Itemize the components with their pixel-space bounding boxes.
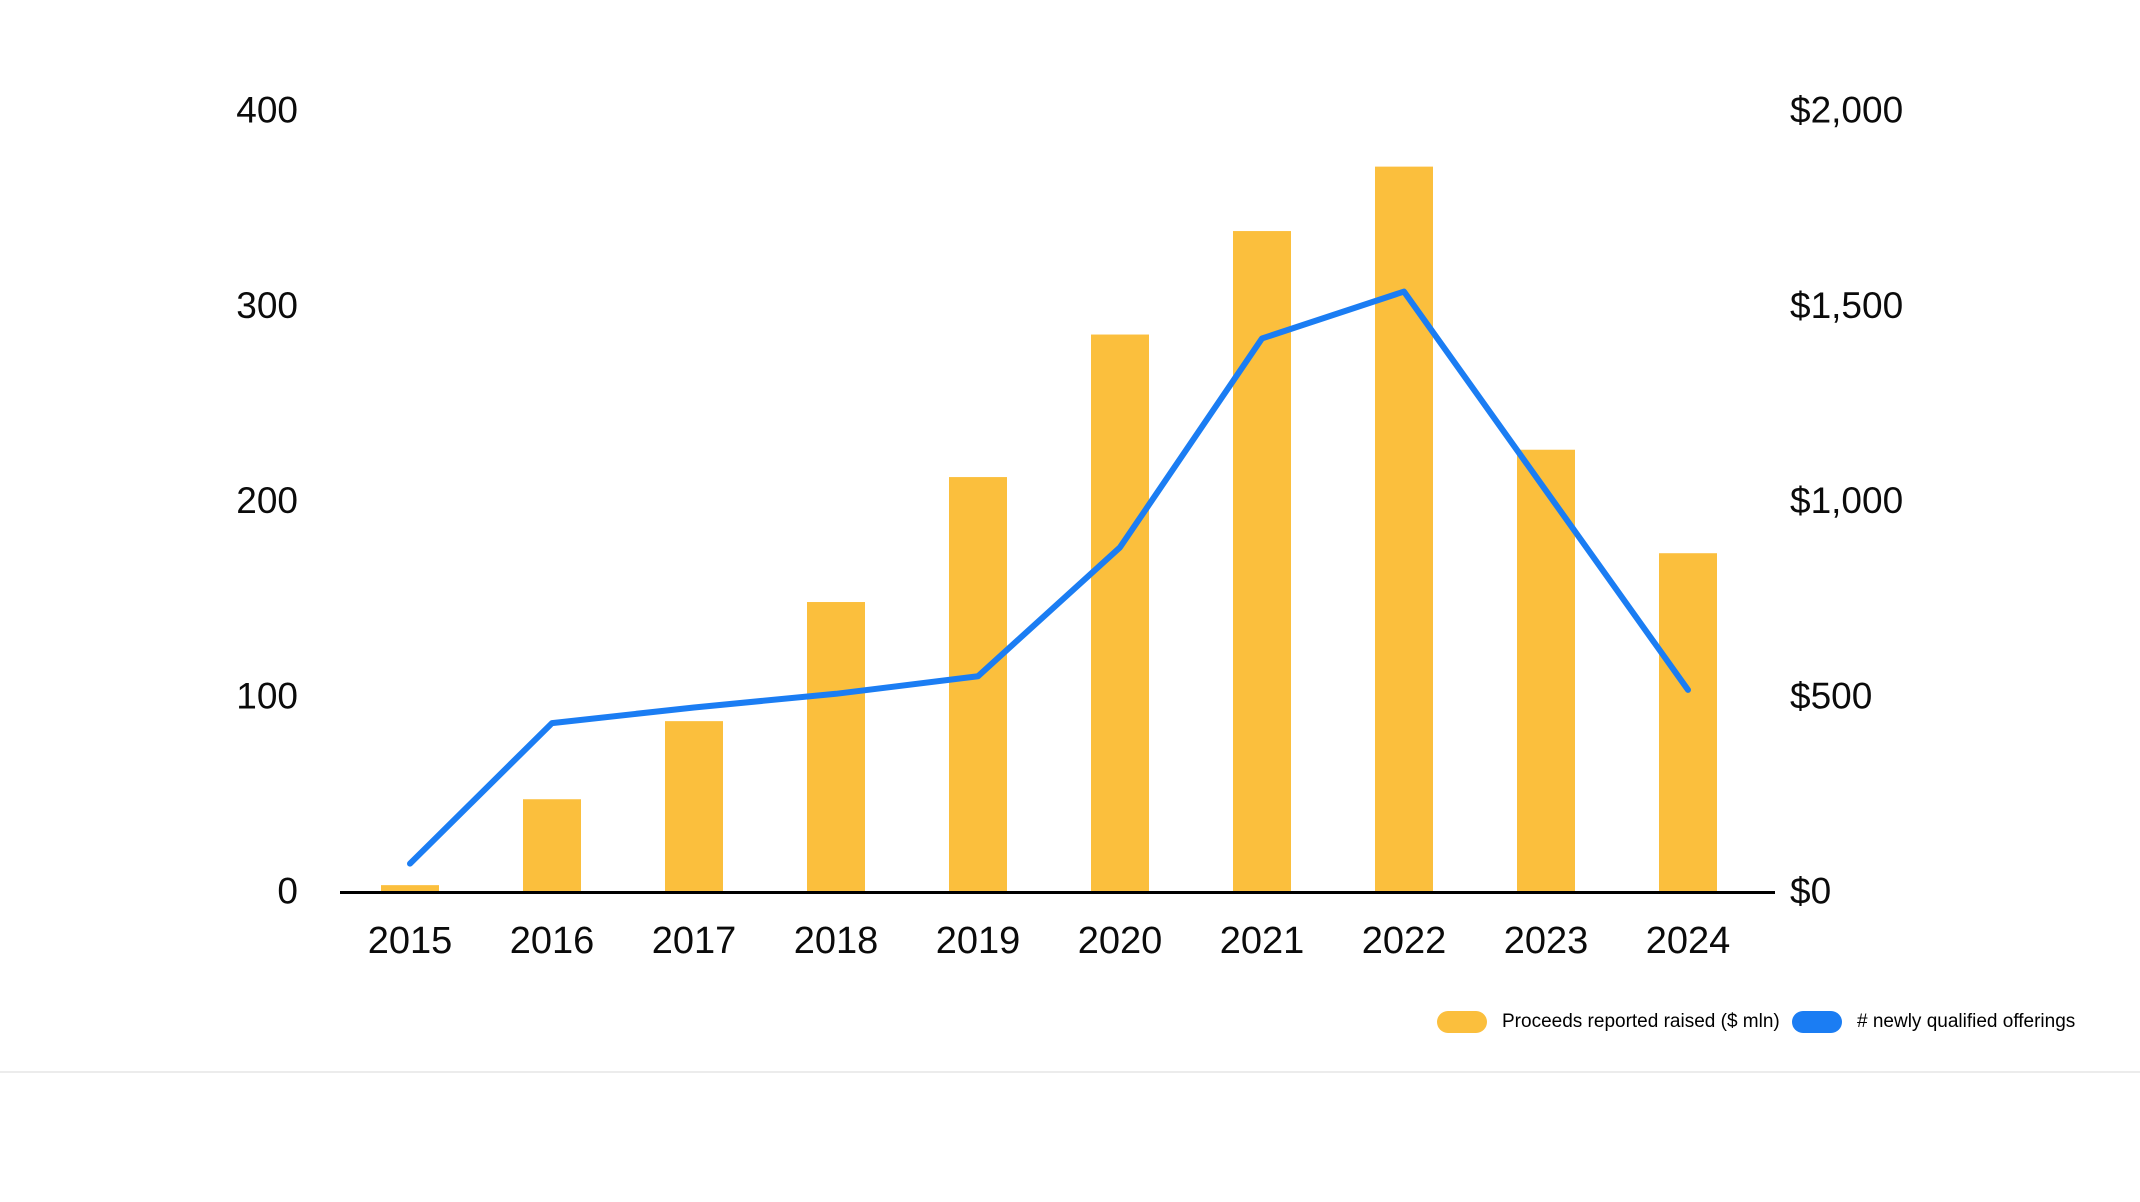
y-axis-left-tick-300: 300 bbox=[236, 285, 298, 326]
y-axis-left-tick-200: 200 bbox=[236, 480, 298, 521]
x-axis-label-2021: 2021 bbox=[1220, 920, 1305, 962]
legend-swatch-line bbox=[1792, 1011, 1842, 1033]
x-axis-label-2017: 2017 bbox=[652, 920, 737, 962]
legend-item-offerings: # newly qualified offerings bbox=[1792, 1000, 2075, 1044]
y-axis-right-tick-1000: $1,000 bbox=[1790, 480, 1903, 521]
y-axis-left-tick-0: 0 bbox=[277, 871, 298, 912]
bar-2017 bbox=[665, 721, 723, 891]
x-axis-label-2022: 2022 bbox=[1362, 920, 1447, 962]
y-axis-left-tick-400: 400 bbox=[236, 90, 298, 131]
x-axis-label-2024: 2024 bbox=[1646, 920, 1731, 962]
x-axis-label-2020: 2020 bbox=[1078, 920, 1163, 962]
offerings-line bbox=[407, 288, 1691, 867]
bar-2023 bbox=[1517, 449, 1575, 891]
bar-2022 bbox=[1375, 166, 1433, 891]
bar-2018 bbox=[807, 602, 865, 891]
x-axis-label-2019: 2019 bbox=[936, 920, 1021, 962]
legend-label-offerings: # newly qualified offerings bbox=[1857, 1011, 2076, 1032]
bar-2024 bbox=[1659, 553, 1717, 891]
x-axis-label-2015: 2015 bbox=[368, 920, 453, 962]
legend-item-proceeds: Proceeds reported raised ($ mln) bbox=[1437, 1000, 1780, 1044]
y-axis-right-tick-500: $500 bbox=[1790, 675, 1872, 716]
bar-2019 bbox=[949, 477, 1007, 891]
x-axis-label-2016: 2016 bbox=[510, 920, 595, 962]
legend-swatch-bar bbox=[1437, 1011, 1487, 1033]
y-axis-right-tick-0: $0 bbox=[1790, 871, 1831, 912]
legend-label-proceeds: Proceeds reported raised ($ mln) bbox=[1502, 1011, 1780, 1032]
y-axis-right-tick-2000: $2,000 bbox=[1790, 90, 1903, 131]
bar-2016 bbox=[523, 799, 581, 891]
bar-2015 bbox=[381, 885, 439, 891]
x-axis-label-2023: 2023 bbox=[1504, 920, 1589, 962]
bar-2020 bbox=[1091, 334, 1149, 892]
x-axis-label-2018: 2018 bbox=[794, 920, 879, 962]
y-axis-right-tick-1500: $1,500 bbox=[1790, 285, 1903, 326]
y-axis-left-tick-100: 100 bbox=[236, 675, 298, 716]
bottom-divider bbox=[0, 1071, 2140, 1073]
